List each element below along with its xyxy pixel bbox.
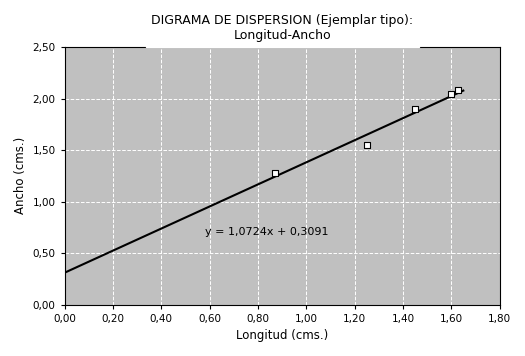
Point: [270, 170, 279, 176]
Title: DIGRAMA DE DISPERSION (Ejemplar tipo):
Longitud-Ancho: DIGRAMA DE DISPERSION (Ejemplar tipo): L…: [151, 14, 413, 42]
Text: y = 1,0724x + 0,3091: y = 1,0724x + 0,3091: [205, 226, 328, 236]
X-axis label: Longitud (cms.): Longitud (cms.): [236, 329, 328, 342]
Point: [454, 88, 463, 93]
Point: [447, 91, 455, 96]
Point: [411, 106, 419, 112]
Y-axis label: Ancho (cms.): Ancho (cms.): [14, 137, 27, 215]
Point: [362, 142, 371, 148]
